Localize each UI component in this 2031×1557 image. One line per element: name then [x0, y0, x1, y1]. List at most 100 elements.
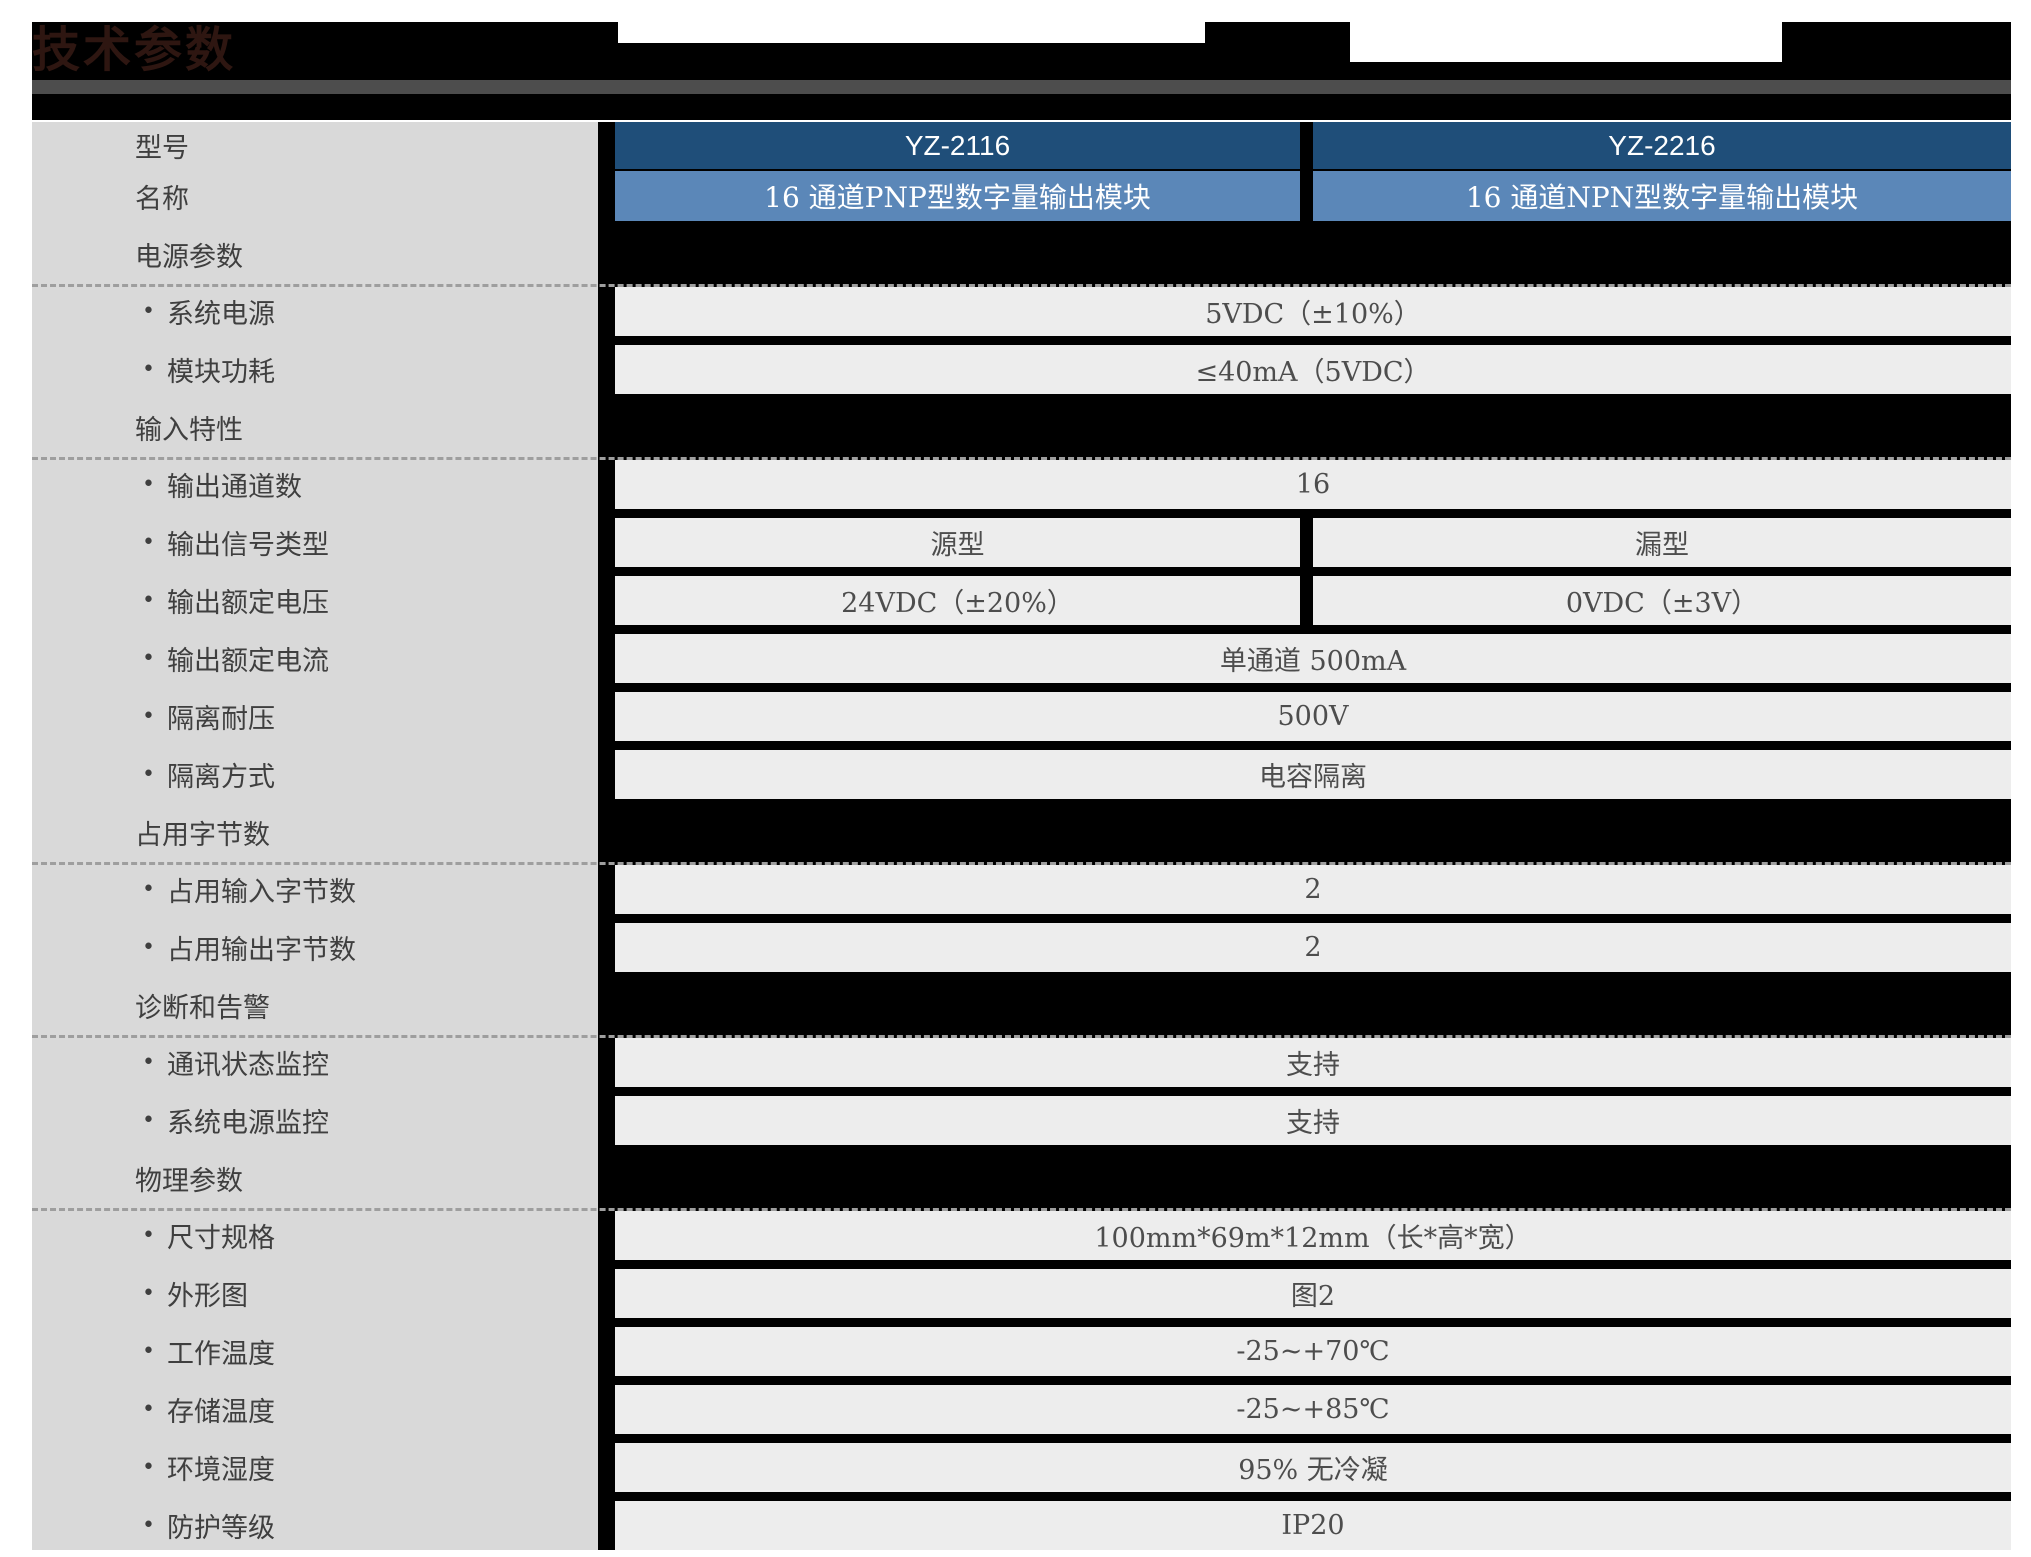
section-band — [615, 972, 2011, 1038]
spacer — [32, 625, 598, 634]
column-divider — [1300, 576, 1313, 625]
split-value-row: 24VDC（±20%） 0VDC（±3V） — [615, 576, 2011, 625]
model-header-row: YZ-2116 YZ-2216 — [615, 122, 2011, 169]
value-cell: 100mm*69m*12mm（长*高*宽） — [615, 1211, 2011, 1260]
row-gap — [615, 1087, 2011, 1096]
value-cell: 2 — [615, 923, 2011, 972]
row-gap — [615, 1492, 2011, 1501]
row-gap — [615, 1318, 2011, 1327]
spacer — [32, 683, 598, 692]
header-cutout-right — [1350, 22, 1782, 62]
section-dashed-divider — [32, 1035, 2011, 1038]
row-gap — [615, 683, 2011, 692]
param-label: 系统电源 — [32, 287, 598, 336]
value-cell-col2: 漏型 — [1313, 518, 2011, 567]
spacer — [32, 1492, 598, 1501]
param-label: 输出额定电压 — [32, 576, 598, 625]
page-title: 技术参数 — [32, 22, 237, 78]
value-cell: 支持 — [615, 1038, 2011, 1087]
name-cell-col2: 16 通道NPN型数字量输出模块 — [1313, 171, 2011, 221]
param-column: 型号 名称 电源参数 系统电源 模块功耗 输入特性 输出通道数 输出信号类型 输… — [32, 122, 598, 1550]
param-label: 系统电源监控 — [32, 1096, 598, 1145]
value-cell: 图2 — [615, 1269, 2011, 1318]
spacer — [32, 741, 598, 750]
row-gap — [615, 509, 2011, 518]
value-column: YZ-2116 YZ-2216 16 通道PNP型数字量输出模块 16 通道NP… — [598, 122, 2011, 1550]
section-label: 占用字节数 — [135, 819, 270, 851]
param-label: 存储温度 — [32, 1385, 598, 1434]
param-label: 输出信号类型 — [32, 518, 598, 567]
param-label: 输出通道数 — [32, 460, 598, 509]
param-label: 输出额定电流 — [32, 634, 598, 683]
value-cell-col2: 0VDC（±3V） — [1313, 576, 2011, 625]
value-cell: 支持 — [615, 1096, 2011, 1145]
column-divider — [1300, 171, 1313, 221]
row-gap — [615, 914, 2011, 923]
value-cell: 16 — [615, 460, 2011, 509]
section-band — [615, 799, 2011, 865]
spacer — [32, 567, 598, 576]
value-cell-col1: 24VDC（±20%） — [615, 576, 1300, 625]
model-cell-col2: YZ-2216 — [1313, 122, 2011, 169]
value-cell: ≤40mA（5VDC） — [615, 345, 2011, 394]
section-dashed-divider — [32, 457, 2011, 460]
spacer — [32, 509, 598, 518]
value-cell: IP20 — [615, 1501, 2011, 1550]
spacer — [32, 914, 598, 923]
section-band — [615, 394, 2011, 460]
param-label: 环境湿度 — [32, 1443, 598, 1492]
value-cell: -25~+70℃ — [615, 1327, 2011, 1376]
section-band — [615, 221, 2011, 287]
param-label: 外形图 — [32, 1269, 598, 1318]
model-cell-col1: YZ-2116 — [615, 122, 1300, 169]
section-label: 物理参数 — [135, 1165, 243, 1197]
param-label: 隔离耐压 — [32, 692, 598, 741]
split-value-row: 源型 漏型 — [615, 518, 2011, 567]
value-cell-col1: 源型 — [615, 518, 1300, 567]
spacer — [32, 1318, 598, 1327]
row-gap — [615, 1376, 2011, 1385]
row-gap — [615, 567, 2011, 576]
value-cell: 电容隔离 — [615, 750, 2011, 799]
column-divider — [1300, 122, 1313, 169]
param-label-model: 型号 — [135, 133, 189, 164]
spacer — [32, 1376, 598, 1385]
param-label-name: 名称 — [135, 183, 189, 215]
header-stripe — [32, 80, 2011, 94]
row-gap — [615, 1260, 2011, 1269]
row-gap — [615, 1434, 2011, 1443]
row-gap — [615, 625, 2011, 634]
value-cell: 5VDC（±10%） — [615, 287, 2011, 336]
header-band: 技术参数 — [32, 22, 2011, 80]
row-gap — [615, 741, 2011, 750]
value-cell: 2 — [615, 865, 2011, 914]
name-header-row: 16 通道PNP型数字量输出模块 16 通道NPN型数字量输出模块 — [615, 171, 2011, 221]
spacer — [32, 1087, 598, 1096]
name-cell-col1: 16 通道PNP型数字量输出模块 — [615, 171, 1300, 221]
header-underline-band — [32, 94, 2011, 120]
value-cell: 95% 无冷凝 — [615, 1443, 2011, 1492]
param-label: 占用输出字节数 — [32, 923, 598, 972]
column-divider — [1300, 518, 1313, 567]
section-dashed-divider — [32, 284, 2011, 287]
row-gap — [615, 336, 2011, 345]
section-label: 电源参数 — [135, 241, 243, 273]
value-cell: -25~+85℃ — [615, 1385, 2011, 1434]
param-label: 隔离方式 — [32, 750, 598, 799]
value-cell: 单通道 500mA — [615, 634, 2011, 683]
param-label: 模块功耗 — [32, 345, 598, 394]
section-band — [615, 1145, 2011, 1211]
param-label: 尺寸规格 — [32, 1211, 598, 1260]
spacer — [32, 1260, 598, 1269]
value-cell: 500V — [615, 692, 2011, 741]
header-cutout-left — [618, 22, 1205, 43]
section-dashed-divider — [32, 862, 2011, 865]
spec-table: 型号 名称 电源参数 系统电源 模块功耗 输入特性 输出通道数 输出信号类型 输… — [32, 122, 2011, 1550]
section-label: 输入特性 — [135, 414, 243, 446]
param-label: 工作温度 — [32, 1327, 598, 1376]
section-label: 诊断和告警 — [135, 992, 270, 1024]
spacer — [32, 1434, 598, 1443]
param-label: 防护等级 — [32, 1501, 598, 1550]
param-label: 通讯状态监控 — [32, 1038, 598, 1087]
